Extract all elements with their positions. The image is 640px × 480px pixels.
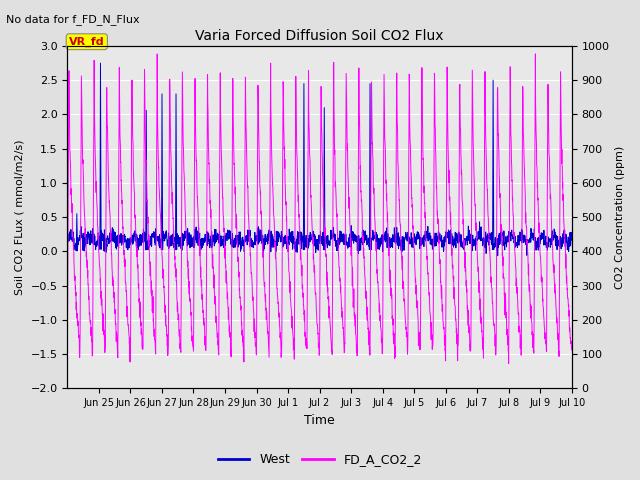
Y-axis label: CO2 Concentration (ppm): CO2 Concentration (ppm) [615, 145, 625, 289]
Y-axis label: Soil CO2 FLux ( mmol/m2/s): Soil CO2 FLux ( mmol/m2/s) [15, 139, 25, 295]
Text: No data for f_FD_N_Flux: No data for f_FD_N_Flux [6, 14, 140, 25]
Text: VR_fd: VR_fd [69, 36, 104, 47]
Title: Varia Forced Diffusion Soil CO2 Flux: Varia Forced Diffusion Soil CO2 Flux [195, 29, 444, 43]
Legend: West, FD_A_CO2_2: West, FD_A_CO2_2 [213, 448, 427, 471]
X-axis label: Time: Time [304, 414, 335, 427]
